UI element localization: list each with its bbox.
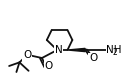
Text: O: O	[23, 50, 32, 60]
Text: O: O	[89, 53, 97, 63]
Text: 2: 2	[112, 48, 117, 57]
Text: O: O	[45, 61, 53, 71]
Text: N: N	[55, 45, 62, 55]
Text: NH: NH	[106, 45, 122, 55]
Polygon shape	[68, 48, 85, 52]
